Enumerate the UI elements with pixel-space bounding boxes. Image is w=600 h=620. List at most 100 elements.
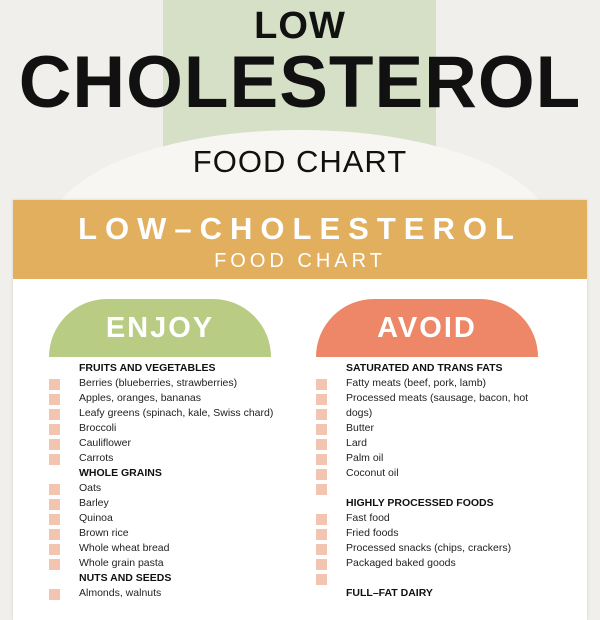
list-item[interactable]: Lard: [316, 436, 556, 451]
chart-card: LOW–CHOLESTEROL FOOD CHART: [13, 200, 587, 620]
list-item-label: Processed snacks (chips, crackers): [346, 542, 512, 554]
checkbox[interactable]: [316, 409, 327, 420]
checkbox[interactable]: [316, 424, 327, 435]
list-item[interactable]: Butter: [316, 421, 556, 436]
avoid-heading: AVOID: [316, 299, 538, 357]
section-heading: NUTS AND SEEDS: [49, 571, 299, 586]
checkbox[interactable]: [49, 454, 60, 465]
checkbox[interactable]: [49, 499, 60, 510]
list-item[interactable]: Barley: [49, 496, 299, 511]
list-item-label: Fatty meats (beef, pork, lamb): [346, 377, 487, 389]
list-item-label: Whole wheat bread: [79, 542, 170, 554]
list-item-label: Lard: [346, 437, 368, 449]
list-item-label: dogs): [346, 407, 373, 419]
list-item-label: Palm oil: [346, 452, 384, 464]
list-item[interactable]: Berries (blueberries, strawberries): [49, 376, 299, 391]
card-subtitle: FOOD CHART: [214, 250, 386, 272]
checkbox[interactable]: [316, 394, 327, 405]
section-heading: HIGHLY PROCESSED FOODS: [316, 496, 556, 511]
list-item-label: Whole grain pasta: [79, 557, 164, 569]
checkbox[interactable]: [49, 514, 60, 525]
list-item[interactable]: Oats: [49, 481, 299, 496]
list-item-label: Oats: [79, 482, 102, 494]
section-heading: FULL–FAT DAIRY: [316, 586, 556, 601]
list-item[interactable]: Carrots: [49, 451, 299, 466]
list-item-label: Carrots: [79, 452, 114, 464]
checkbox[interactable]: [316, 379, 327, 390]
list-item[interactable]: Coconut oil: [316, 466, 556, 481]
list-item[interactable]: Cauliflower: [49, 436, 299, 451]
list-item-label: Almonds, walnuts: [79, 587, 162, 599]
checkbox[interactable]: [49, 439, 60, 450]
list-item[interactable]: Broccoli: [49, 421, 299, 436]
section-heading-label: HIGHLY PROCESSED FOODS: [346, 497, 494, 509]
checkbox[interactable]: [49, 379, 60, 390]
card-header: LOW–CHOLESTEROL FOOD CHART: [13, 200, 587, 279]
list-item-label: Fast food: [346, 512, 390, 524]
section-heading: WHOLE GRAINS: [49, 466, 299, 481]
checkbox[interactable]: [49, 529, 60, 540]
section-heading: FRUITS AND VEGETABLES: [49, 361, 299, 376]
list-item[interactable]: Packaged baked goods: [316, 556, 556, 571]
list-item[interactable]: Fatty meats (beef, pork, lamb): [316, 376, 556, 391]
section-heading-label: FRUITS AND VEGETABLES: [79, 362, 216, 374]
checkbox[interactable]: [316, 454, 327, 465]
list-item-label: [346, 481, 556, 496]
checkbox[interactable]: [316, 574, 327, 585]
list-item[interactable]: Leafy greens (spinach, kale, Swiss chard…: [49, 406, 299, 421]
list-item[interactable]: Brown rice: [49, 526, 299, 541]
list-item[interactable]: Whole grain pasta: [49, 556, 299, 571]
list-item[interactable]: Whole wheat bread: [49, 541, 299, 556]
section-heading-label: WHOLE GRAINS: [79, 467, 162, 479]
checkbox[interactable]: [316, 514, 327, 525]
section-heading-label: FULL–FAT DAIRY: [346, 587, 433, 599]
list-item-label: Cauliflower: [79, 437, 131, 449]
list-item-label: Apples, oranges, bananas: [79, 392, 202, 404]
section-heading: SATURATED AND TRANS FATS: [316, 361, 556, 376]
list-item[interactable]: Almonds, walnuts: [49, 586, 299, 601]
list-item-label: Berries (blueberries, strawberries): [79, 377, 238, 389]
list-item-label: Brown rice: [79, 527, 129, 539]
list-item[interactable]: Processed snacks (chips, crackers): [316, 541, 556, 556]
checkbox[interactable]: [49, 484, 60, 495]
hero-title-cholesterol: CHOLESTEROL: [18, 42, 582, 123]
checkbox[interactable]: [49, 544, 60, 555]
checkbox[interactable]: [316, 559, 327, 570]
checkbox[interactable]: [49, 424, 60, 435]
list-item[interactable]: Apples, oranges, bananas: [49, 391, 299, 406]
list-item[interactable]: Quinoa: [49, 511, 299, 526]
list-item[interactable]: Palm oil: [316, 451, 556, 466]
hero-title-low: LOW: [254, 5, 346, 47]
checkbox[interactable]: [316, 439, 327, 450]
checkbox[interactable]: [316, 529, 327, 540]
checkbox[interactable]: [49, 559, 60, 570]
list-item[interactable]: Fried foods: [316, 526, 556, 541]
list-item-label: Packaged baked goods: [346, 557, 456, 569]
card-title: LOW–CHOLESTEROL: [78, 211, 522, 246]
list-item-label: Quinoa: [79, 512, 113, 524]
section-heading-label: NUTS AND SEEDS: [79, 572, 172, 584]
list-item[interactable]: Processed meats (sausage, bacon, hot: [316, 391, 556, 406]
checkbox[interactable]: [316, 484, 327, 495]
list-item-label: Barley: [79, 497, 109, 509]
list-item-label: Fried foods: [346, 527, 399, 539]
list-item-label: Butter: [346, 422, 375, 434]
checkbox[interactable]: [49, 409, 60, 420]
avoid-list: SATURATED AND TRANS FATS Fatty meats (bee…: [316, 361, 556, 601]
checkbox[interactable]: [316, 469, 327, 480]
checkbox[interactable]: [49, 589, 60, 600]
list-item-label: Processed meats (sausage, bacon, hot: [346, 392, 529, 404]
list-item-label: [346, 571, 556, 586]
list-item-label: Coconut oil: [346, 467, 399, 479]
list-item[interactable]: Fast food: [316, 511, 556, 526]
list-item-label: Broccoli: [79, 422, 117, 434]
checkbox[interactable]: [316, 544, 327, 555]
list-item[interactable]: dogs): [316, 406, 556, 421]
enjoy-list: FRUITS AND VEGETABLES Berries (blueberrie…: [49, 361, 299, 601]
hero-subtitle: FOOD CHART: [192, 144, 408, 179]
list-item-label: Leafy greens (spinach, kale, Swiss chard…: [79, 407, 274, 419]
list-item[interactable]: [316, 481, 556, 496]
section-heading-label: SATURATED AND TRANS FATS: [346, 362, 503, 374]
checkbox[interactable]: [49, 394, 60, 405]
list-item[interactable]: [316, 571, 556, 586]
